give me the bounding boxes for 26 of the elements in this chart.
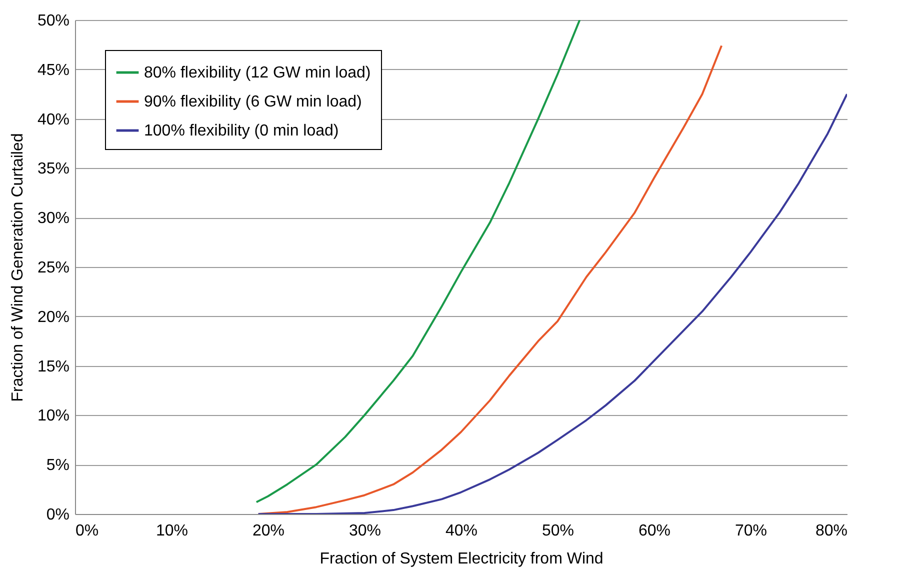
- x-tick-label: 70%: [734, 522, 768, 540]
- x-tick-label: 50%: [542, 522, 574, 540]
- y-tick-label: 30%: [37, 210, 70, 228]
- y-tick-label: 20%: [37, 308, 70, 326]
- y-tick-label: 0%: [46, 506, 70, 524]
- y-tick-label: 10%: [37, 408, 70, 425]
- x-tick-label: 60%: [638, 522, 671, 540]
- y-tick-label: 15%: [37, 358, 70, 376]
- x-axis-title: Fraction of System Electricity from Wind: [320, 550, 604, 568]
- x-tick-label: 0%: [76, 522, 99, 540]
- x-tick-label: 10%: [156, 522, 188, 540]
- y-tick-label: 45%: [37, 62, 70, 79]
- y-tick-label: 25%: [37, 260, 70, 276]
- x-tick-label: 80%: [815, 522, 848, 540]
- y-tick-label: 35%: [37, 160, 70, 178]
- y-tick-label: 5%: [46, 457, 70, 474]
- y-tick-label: 40%: [37, 111, 70, 128]
- line-series: [257, 93, 847, 514]
- legend-label: 90% flexibility (6 GW min load): [144, 94, 362, 110]
- y-tick-label: 50%: [37, 12, 70, 30]
- y-axis-title: Fraction of Wind Generation Curtailed: [9, 133, 26, 402]
- x-tick-label: 20%: [252, 522, 285, 540]
- legend-label: 80% flexibility (12 GW min load): [144, 64, 371, 82]
- legend-label: 100% flexibility (0 min load): [144, 122, 339, 140]
- x-tick-label: 30%: [348, 522, 382, 540]
- x-tick-label: 40%: [445, 522, 478, 540]
